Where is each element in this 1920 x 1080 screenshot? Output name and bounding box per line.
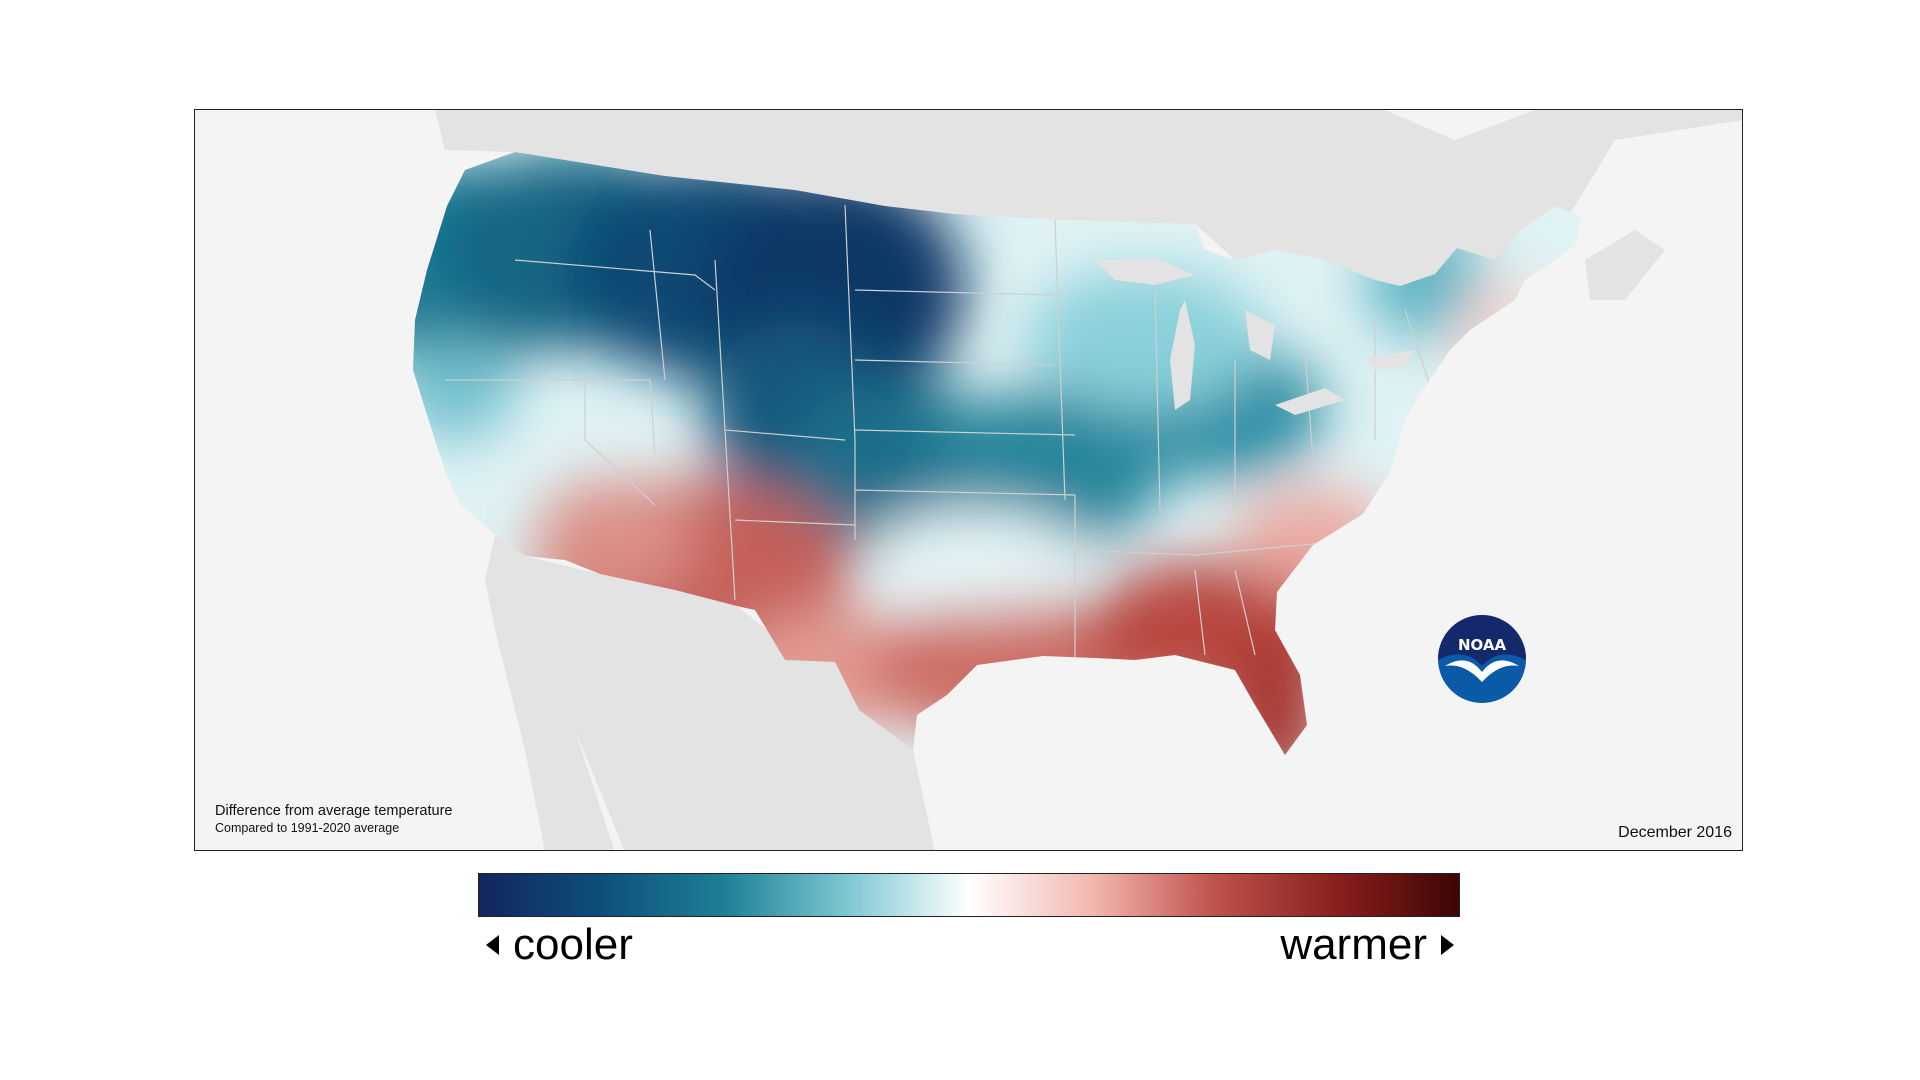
great-lakes: [1095, 258, 1415, 415]
warmer-text: warmer: [1280, 920, 1427, 969]
cooler-legend-label: cooler: [486, 915, 633, 975]
temperature-anomaly-map: [413, 110, 1742, 850]
noaa-logo-icon: NOAA: [1438, 615, 1526, 703]
map-caption: Difference from average temperature Comp…: [215, 802, 453, 836]
logo-text: NOAA: [1458, 636, 1507, 654]
caption-title: Difference from average temperature: [215, 803, 453, 819]
map-panel: Difference from average temperature Comp…: [194, 109, 1743, 851]
state-borders: [445, 204, 1436, 660]
color-scale-bar: [478, 873, 1460, 917]
triangle-right-icon: [1441, 935, 1454, 955]
nova-scotia: [1585, 230, 1665, 300]
date-label: December 2016: [1618, 824, 1732, 841]
baja-peninsula: [485, 535, 615, 850]
caption-subtitle: Compared to 1991-2020 average: [215, 821, 400, 835]
triangle-left-icon: [486, 935, 499, 955]
warmer-legend-label: warmer: [1280, 915, 1454, 975]
mexico-landmass: [525, 556, 935, 850]
cooler-text: cooler: [513, 920, 633, 969]
